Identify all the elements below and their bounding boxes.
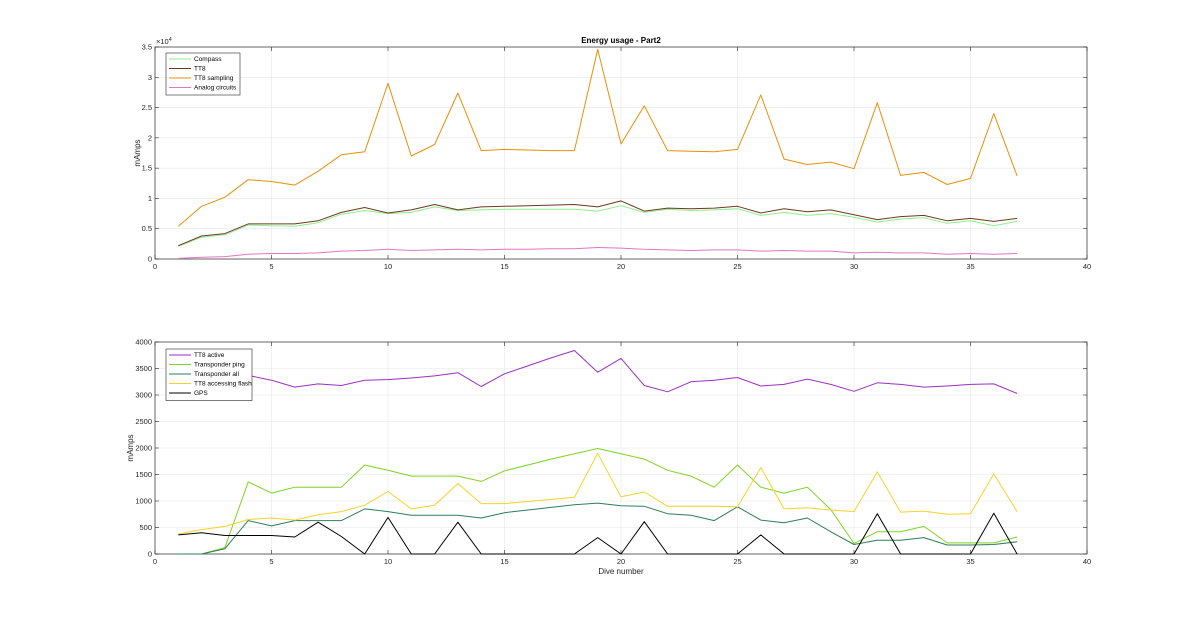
x-tick-label: 15	[500, 262, 508, 271]
x-tick-label: 25	[733, 262, 741, 271]
x-tick-label: 30	[850, 557, 858, 566]
y-axis-label: mAmps	[133, 139, 142, 166]
y-tick-label: 500	[139, 523, 152, 532]
y-tick-label: 3.5	[142, 43, 152, 52]
x-tick-label: 25	[733, 557, 741, 566]
series-line-gps	[178, 512, 1018, 555]
x-tick-label: 40	[1083, 262, 1091, 271]
series-line-analog-circuits	[178, 247, 1018, 259]
y-tick-label: 0	[148, 255, 152, 264]
x-tick-label: 5	[269, 262, 273, 271]
legend-entry: Transponder ping	[194, 362, 245, 369]
y-tick-label: 2.5	[142, 103, 152, 112]
legend: TT8 active Transponder ping Transponder al…	[165, 348, 253, 401]
series-line-tt8-sampling	[177, 48, 1018, 227]
y-tick-label: 1	[148, 194, 152, 203]
legend: Compass TT8 TT8 sampling Analog circuits	[165, 52, 241, 96]
x-tick-label: 15	[500, 557, 508, 566]
series-line-tt8	[178, 200, 1018, 247]
y-tick-label: 3000	[135, 391, 152, 400]
x-tick-label: 0	[153, 557, 157, 566]
y-tick-label: 2000	[135, 444, 152, 453]
x-tick-label: 40	[1083, 557, 1091, 566]
x-axis-label: Dive number	[598, 567, 644, 576]
chart-bottom-energy-usage: 0 5 10 15 20 25 30 35 40 0 500 1000 1500 2000 2500 3000…	[126, 338, 1091, 577]
x-tick-label: 0	[153, 262, 157, 271]
y-tick-label: 0	[148, 550, 152, 559]
legend-entry: Compass	[194, 56, 222, 63]
chart-title: Energy usage - Part2	[581, 36, 661, 45]
y-axis-label: mAmps	[126, 434, 135, 461]
y-exponent-base: ×10	[156, 37, 169, 46]
y-tick-label: 0.5	[142, 224, 152, 233]
chart-top-energy-usage: 0 5 10 15 20 25 30 35 40 0 0.5 1 1.5 2 2.5 3 3.5 ×104 Ener…	[133, 36, 1091, 271]
x-tick-label: 35	[966, 262, 974, 271]
series-line-compass	[178, 205, 1018, 247]
x-tick-label: 10	[384, 557, 392, 566]
x-tick-label: 20	[617, 557, 625, 566]
x-tick-label: 30	[850, 262, 858, 271]
legend-entry: TT8	[194, 66, 206, 73]
x-tick-label: 5	[269, 557, 273, 566]
series-line-tt8-accessing-flash	[178, 452, 1018, 535]
legend-entry: Transponder all	[194, 371, 239, 378]
x-tick-label: 10	[384, 262, 392, 271]
legend-box	[165, 348, 253, 401]
y-tick-label: 1000	[135, 497, 152, 506]
y-tick-label: 1.5	[142, 164, 152, 173]
y-exponent-power: 4	[169, 37, 172, 43]
y-exponent-label: ×104	[156, 37, 172, 46]
legend-entry: TT8 sampling	[194, 75, 234, 82]
legend-entry: TT8 active	[194, 352, 225, 359]
y-tick-label: 1500	[135, 470, 152, 479]
y-tick-label: 2500	[135, 417, 152, 426]
legend-entry: GPS	[194, 390, 208, 397]
series-line-transponder-ping	[178, 448, 1018, 555]
y-tick-label: 3	[148, 73, 152, 82]
x-tick-label: 35	[966, 557, 974, 566]
y-tick-label: 2	[148, 133, 152, 142]
series-line-transponder-all	[178, 502, 1018, 555]
series-line-tt8-active	[178, 350, 1018, 399]
y-tick-label: 3500	[135, 364, 152, 373]
y-tick-label: 4000	[135, 338, 152, 347]
legend-entry: TT8 accessing flash	[194, 381, 252, 388]
legend-entry: Analog circuits	[194, 85, 237, 92]
x-tick-label: 20	[617, 262, 625, 271]
